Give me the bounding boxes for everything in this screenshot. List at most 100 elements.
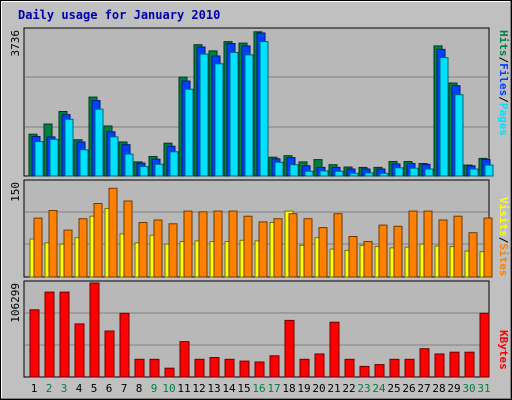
- bar-sites-day-31: [483, 217, 493, 278]
- panel-bottom-bars: [29, 282, 490, 378]
- bar-sites-day-30: [468, 232, 478, 278]
- bar-pages-day-5: [94, 108, 104, 177]
- bar-pages-day-7: [124, 153, 134, 177]
- panel-top-ymax-label: 3736: [9, 30, 22, 57]
- x-tick-label-day-5: 5: [91, 382, 98, 395]
- bar-kbytes-day-29: [449, 351, 460, 378]
- bar-kbytes-day-31: [479, 312, 490, 378]
- bar-kbytes-day-14: [224, 358, 235, 378]
- bar-kbytes-day-26: [404, 358, 415, 378]
- x-tick-label-day-7: 7: [121, 382, 128, 395]
- bar-kbytes-day-3: [59, 291, 70, 378]
- x-tick-label-day-29: 29: [447, 382, 460, 395]
- bar-sites-day-11: [183, 210, 193, 278]
- bar-kbytes-day-12: [194, 358, 205, 378]
- bar-kbytes-day-7: [119, 312, 130, 378]
- bar-pages-day-12: [199, 53, 209, 177]
- bar-kbytes-day-23: [359, 365, 370, 378]
- x-tick-label-day-14: 14: [222, 382, 236, 395]
- bar-sites-day-24: [378, 224, 388, 278]
- bar-kbytes-day-20: [314, 353, 325, 378]
- bar-pages-day-28: [439, 57, 449, 177]
- x-tick-label-day-9: 9: [151, 382, 158, 395]
- x-tick-label-day-4: 4: [76, 382, 83, 395]
- panel-middle-ymax-label: 150: [9, 182, 22, 202]
- panel-middle: 150 Visits/Sites: [9, 179, 510, 278]
- bar-pages-day-10: [169, 151, 179, 177]
- bar-kbytes-day-6: [104, 330, 115, 378]
- bar-pages-day-15: [244, 54, 254, 177]
- legend-label-4: Pages: [497, 103, 510, 136]
- bar-pages-day-24: [379, 172, 389, 177]
- legend-label-0: Visits: [497, 197, 510, 237]
- bar-sites-day-19: [303, 218, 313, 278]
- x-tick-label-day-1: 1: [31, 382, 38, 395]
- panel-top-legend: Hits/Files/Pages: [497, 30, 510, 136]
- bar-pages-day-1: [34, 141, 44, 177]
- bar-sites-day-18: [288, 213, 298, 278]
- x-tick-label-day-21: 21: [327, 382, 340, 395]
- bar-kbytes-day-16: [254, 361, 265, 378]
- panel-top: 3736 Hits/Files/Pages: [9, 27, 510, 177]
- x-tick-label-day-27: 27: [417, 382, 430, 395]
- bar-pages-day-11: [184, 88, 194, 177]
- bar-sites-day-26: [408, 210, 418, 278]
- bar-pages-day-6: [109, 136, 119, 177]
- x-axis-day-labels: 1 2 3 4 5 6 7 8 9 10 11 12 13 14 15 16 17 18 19 20 21 22 23 24 2…: [31, 382, 491, 395]
- bar-sites-day-22: [348, 236, 358, 278]
- bar-sites-day-17: [273, 218, 283, 278]
- bar-sites-day-2: [48, 210, 58, 278]
- x-tick-label-day-17: 17: [267, 382, 280, 395]
- bar-sites-day-5: [93, 203, 103, 278]
- bar-kbytes-day-10: [164, 367, 175, 378]
- bar-kbytes-day-30: [464, 351, 475, 378]
- bar-pages-day-27: [424, 168, 434, 177]
- bar-sites-day-23: [363, 241, 373, 278]
- bar-pages-day-30: [469, 168, 479, 177]
- x-tick-label-day-28: 28: [432, 382, 445, 395]
- x-tick-label-day-31: 31: [477, 382, 490, 395]
- bar-sites-day-20: [318, 227, 328, 278]
- x-tick-label-day-24: 24: [372, 382, 386, 395]
- x-tick-label-day-23: 23: [357, 382, 370, 395]
- bar-kbytes-day-11: [179, 341, 190, 378]
- panel-top-bars: [28, 31, 494, 177]
- legend-label-1: /: [497, 57, 510, 64]
- bar-sites-day-1: [33, 217, 43, 278]
- x-tick-label-day-19: 19: [297, 382, 310, 395]
- bar-kbytes-day-19: [299, 358, 310, 378]
- bar-pages-day-20: [319, 170, 329, 177]
- x-tick-label-day-26: 26: [402, 382, 415, 395]
- bar-kbytes-day-22: [344, 358, 355, 378]
- bar-kbytes-day-8: [134, 358, 145, 378]
- x-tick-label-day-2: 2: [46, 382, 53, 395]
- bar-pages-day-29: [454, 94, 464, 177]
- bar-pages-day-3: [64, 118, 74, 177]
- bar-kbytes-day-28: [434, 353, 445, 378]
- bar-kbytes-day-15: [239, 360, 250, 378]
- legend-label-3: /: [497, 96, 510, 103]
- bar-kbytes-day-13: [209, 357, 220, 378]
- bar-sites-day-29: [453, 215, 463, 278]
- bar-kbytes-day-4: [74, 323, 85, 378]
- legend-label-2: Sites: [497, 243, 510, 276]
- bar-sites-day-6: [108, 187, 118, 278]
- bar-pages-day-2: [49, 138, 59, 177]
- bar-pages-day-25: [394, 167, 404, 177]
- bar-kbytes-day-24: [374, 364, 385, 378]
- bar-kbytes-day-2: [44, 291, 55, 378]
- legend-label-0: KBytes: [497, 330, 510, 370]
- bar-pages-day-21: [334, 170, 344, 177]
- bar-kbytes-day-17: [269, 355, 280, 378]
- x-tick-label-day-15: 15: [237, 382, 250, 395]
- bar-kbytes-day-5: [89, 282, 100, 378]
- bar-pages-day-26: [409, 167, 419, 177]
- legend-label-1: /: [497, 237, 510, 244]
- x-tick-label-day-11: 11: [177, 382, 190, 395]
- bar-pages-day-14: [229, 52, 239, 177]
- x-tick-label-day-6: 6: [106, 382, 113, 395]
- bar-sites-day-27: [423, 210, 433, 278]
- panel-bottom-ymax-label: 106299: [9, 283, 22, 323]
- bar-pages-day-31: [484, 164, 494, 177]
